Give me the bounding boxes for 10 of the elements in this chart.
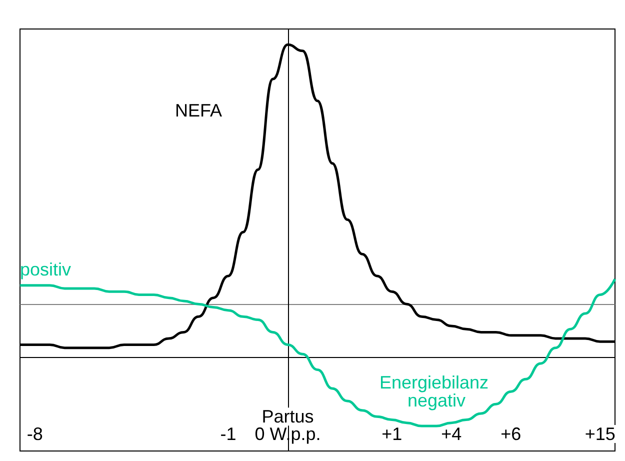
annotation: positiv xyxy=(20,260,72,280)
x-tick-label: +6 xyxy=(500,424,522,444)
x-tick-label: +1 xyxy=(382,424,402,444)
x-tick-label: +15 xyxy=(584,424,616,444)
text: NEFA xyxy=(174,100,222,120)
x-tick-label: -8 xyxy=(26,424,43,444)
annotation: Energiebilanz negativ xyxy=(379,372,494,411)
ref-line-label: Partus xyxy=(262,406,314,427)
x-tick-label: +4 xyxy=(441,424,462,444)
x-tick-label: -1 xyxy=(220,424,236,444)
